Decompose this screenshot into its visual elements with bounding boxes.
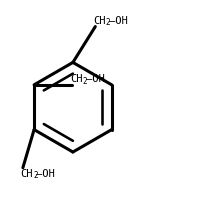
Text: CH: CH	[21, 168, 33, 178]
Text: 2: 2	[106, 18, 110, 27]
Text: —OH: —OH	[86, 74, 104, 84]
Text: CH: CH	[70, 74, 82, 84]
Text: 2: 2	[82, 76, 87, 85]
Text: 2: 2	[33, 170, 38, 179]
Text: CH: CH	[93, 16, 106, 26]
Text: —OH: —OH	[109, 16, 128, 26]
Text: —OH: —OH	[36, 168, 55, 178]
